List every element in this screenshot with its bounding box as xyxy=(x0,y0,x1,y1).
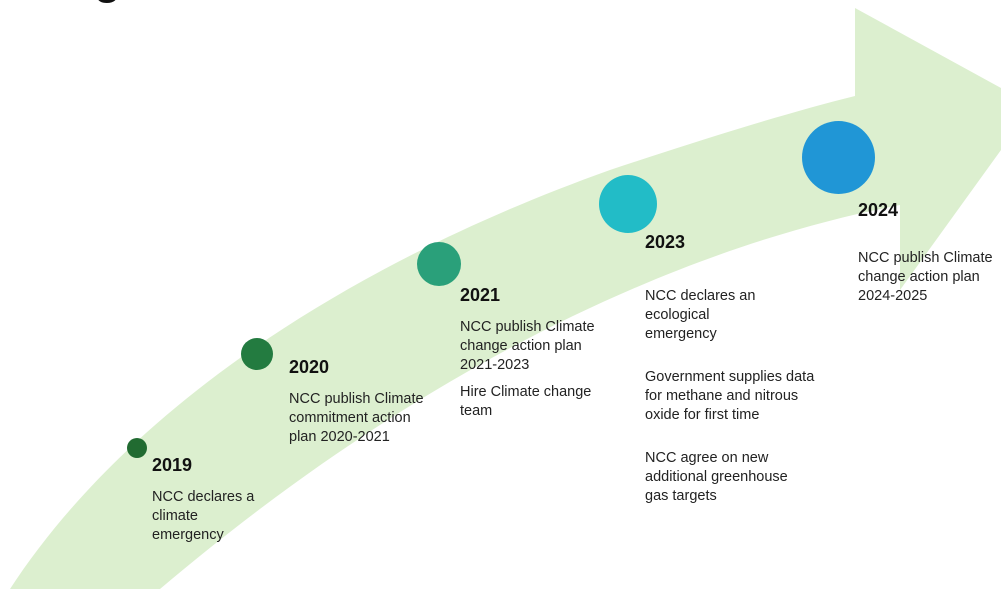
milestone-year-2020: 2020 xyxy=(289,357,330,377)
milestone-desc-2019: NCC declares a climate emergency xyxy=(152,488,262,553)
milestone-dot-2021 xyxy=(417,242,461,286)
milestone-year-2021: 2021 xyxy=(460,285,501,305)
milestone-item: NCC publish Climate commitment action pl… xyxy=(289,391,424,445)
milestone-dot-2023 xyxy=(599,175,657,233)
milestone-dot-2020 xyxy=(241,338,273,370)
milestone-item: NCC declares a climate emergency xyxy=(152,489,255,543)
milestone-item: Hire Climate change team xyxy=(460,384,592,419)
milestone-year-2023: 2023 xyxy=(645,232,686,252)
arrow-shape xyxy=(10,8,1001,589)
title-fragment: g xyxy=(94,0,121,4)
milestone-dot-2024 xyxy=(802,121,875,194)
title-text: g xyxy=(94,0,121,4)
milestone-desc-2024: NCC publish Climate change action plan 2… xyxy=(858,249,993,314)
milestone-item: NCC publish Climate change action plan 2… xyxy=(858,250,993,304)
milestone-year-2019: 2019 xyxy=(152,455,193,475)
milestone-dot-2019 xyxy=(127,438,147,458)
milestone-item: NCC publish Climate change action plan 2… xyxy=(460,319,595,373)
milestone-desc-2021: NCC publish Climate change action plan 2… xyxy=(460,318,605,429)
milestone-item: NCC declares an ecological emergency xyxy=(645,288,756,342)
milestone-year-2024: 2024 xyxy=(858,200,899,220)
milestone-item: NCC agree on new additional greenhouse g… xyxy=(645,450,788,504)
milestone-desc-2020: NCC publish Climate commitment action pl… xyxy=(289,390,439,455)
milestone-desc-2023: NCC declares an ecological emergency Gov… xyxy=(645,287,825,514)
milestone-item: Government supplies data for methane and… xyxy=(645,369,815,423)
